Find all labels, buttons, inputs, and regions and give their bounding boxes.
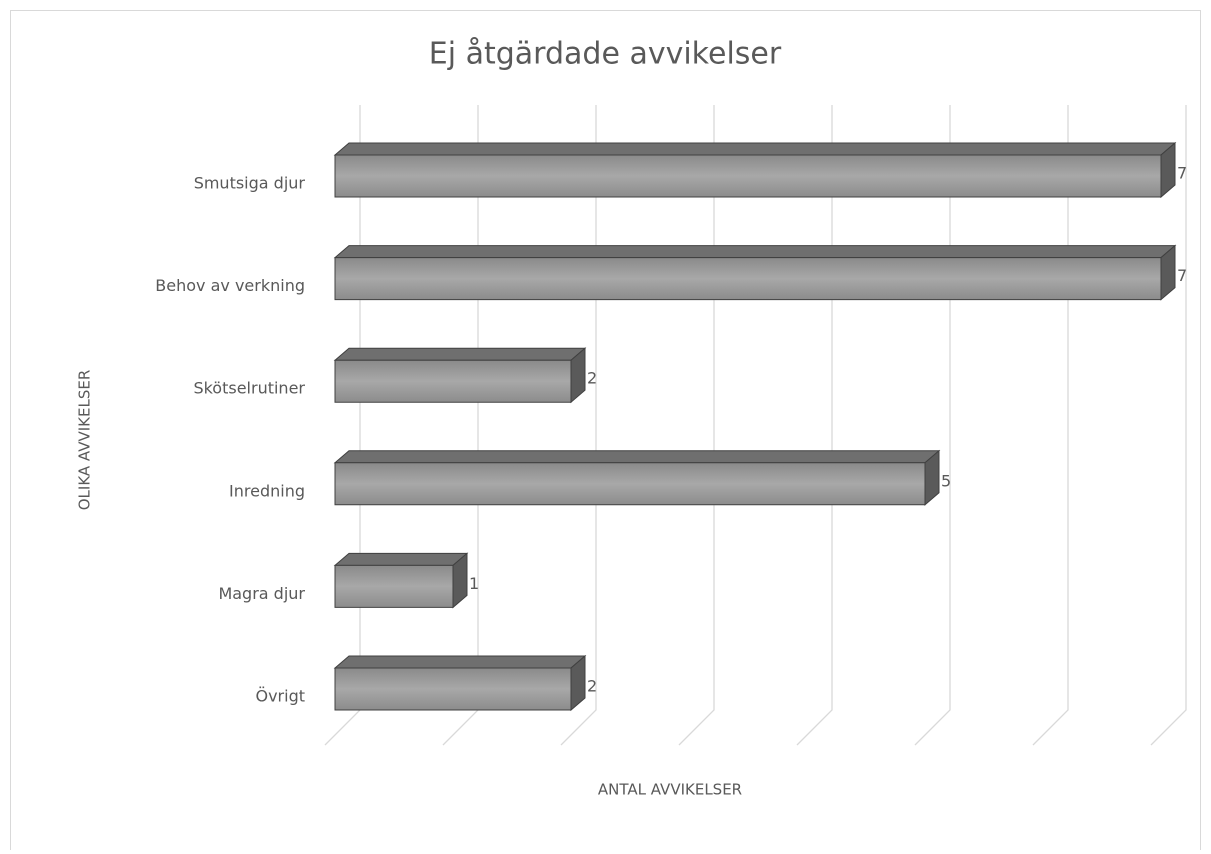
y-tick-label: Smutsiga djur	[194, 174, 306, 193]
bar	[333, 141, 1177, 199]
y-tick-label: Inredning	[229, 481, 305, 500]
chart-border	[10, 10, 1201, 854]
bar-front	[334, 257, 1162, 301]
bar-top	[333, 245, 1177, 259]
grid-line	[1032, 105, 1069, 746]
bar-top	[333, 142, 1177, 156]
bar-front	[334, 154, 1162, 198]
bar	[333, 449, 941, 506]
y-tick-label: Skötselrutiner	[193, 379, 305, 398]
grid-line	[678, 105, 715, 746]
data-label: 7	[1177, 266, 1187, 285]
data-label: 2	[587, 677, 597, 696]
bar-front	[334, 359, 572, 403]
bar	[333, 347, 587, 404]
chart-title: Ej åtgärdade avvikelser	[429, 37, 782, 72]
bar-front	[334, 564, 454, 608]
grid-line	[560, 105, 597, 746]
y-axis-title: OLIKA AVVIKELSER	[76, 370, 94, 511]
y-tick-label: Övrigt	[255, 687, 305, 706]
bar-top	[333, 552, 469, 566]
bar-top	[333, 450, 941, 464]
y-tick-label: Behov av verkning	[155, 276, 305, 295]
grid-line	[796, 105, 833, 746]
y-tick-label: Magra djur	[218, 584, 305, 603]
bar-top	[333, 655, 587, 669]
bar-top	[333, 347, 587, 361]
bar-front	[334, 667, 572, 711]
data-label: 1	[469, 574, 479, 593]
data-label: 2	[587, 369, 597, 388]
data-label: 5	[941, 471, 951, 490]
bar	[333, 654, 587, 712]
data-label: 7	[1177, 164, 1187, 183]
grid-line	[914, 105, 951, 746]
x-axis-title: ANTAL AVVIKELSER	[598, 781, 742, 799]
bar	[333, 552, 469, 609]
bar-front	[334, 462, 926, 506]
bar	[333, 244, 1177, 301]
grid-line	[1150, 105, 1187, 746]
